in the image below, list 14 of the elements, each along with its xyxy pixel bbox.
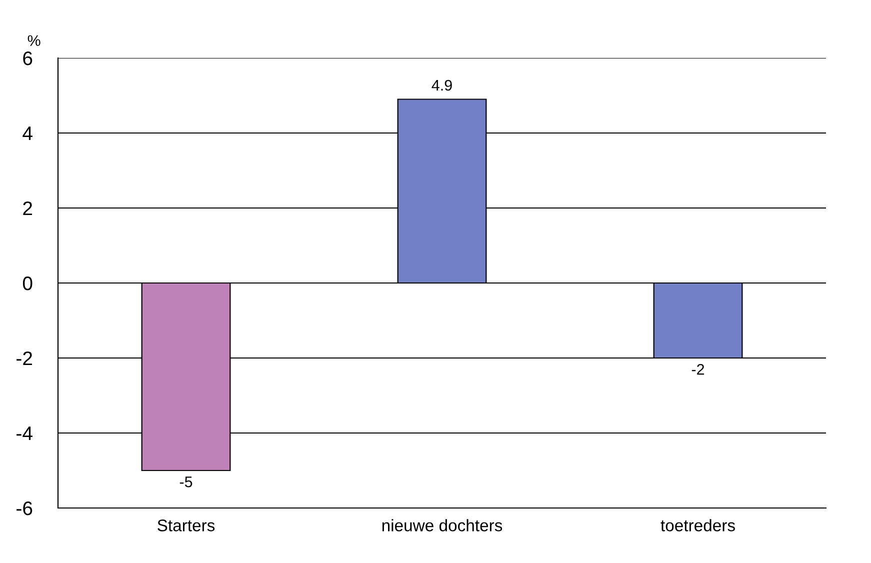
y-tick-label: 4 [22, 126, 32, 140]
data-label: -2 [692, 364, 704, 375]
x-tick-label: nieuwe dochters [382, 519, 502, 532]
y-tick-label: -4 [16, 426, 32, 440]
x-tick-label: toetreders [660, 519, 735, 532]
y-tick-label: 0 [22, 276, 32, 290]
y-tick-label: 2 [23, 201, 32, 216]
y-tick-label: -2 [16, 351, 32, 366]
data-label: -5 [180, 476, 192, 488]
y-tick-label: -6 [16, 501, 32, 516]
y-tick-label: 6 [23, 51, 32, 66]
y-axis-title: % [28, 35, 40, 46]
x-tick-label: Starters [158, 520, 215, 532]
data-label: 4.9 [432, 80, 452, 91]
